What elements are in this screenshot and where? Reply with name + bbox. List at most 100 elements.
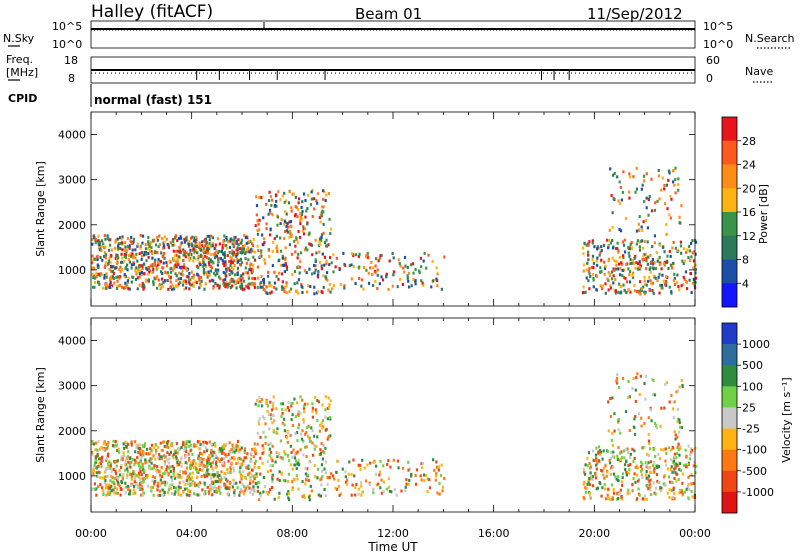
range-cell [587, 269, 590, 273]
range-cell [156, 261, 160, 265]
range-cell [307, 284, 310, 288]
range-cell [320, 214, 323, 218]
range-cell [299, 448, 302, 452]
range-cell [243, 451, 246, 455]
range-cell [599, 266, 602, 270]
range-cell [379, 486, 382, 490]
range-cell [302, 453, 305, 457]
range-cell [156, 465, 159, 469]
range-cell [215, 456, 218, 460]
range-cell [124, 468, 127, 472]
range-cell [229, 471, 232, 475]
range-cell [158, 283, 161, 287]
range-cell [270, 290, 273, 294]
range-cell [185, 454, 188, 458]
range-cell [628, 280, 632, 284]
range-cell [177, 475, 181, 479]
range-cell [266, 409, 269, 413]
range-cell [297, 208, 300, 212]
range-cell [245, 250, 249, 254]
range-cell [311, 453, 315, 457]
range-cell [256, 431, 259, 435]
range-cell [127, 450, 130, 454]
range-cell [616, 373, 619, 377]
range-cell [614, 267, 618, 271]
range-cell [137, 268, 140, 272]
range-cell [218, 474, 221, 478]
range-cell [98, 246, 101, 250]
range-cell [288, 190, 291, 194]
range-cell [650, 493, 653, 497]
range-cell [256, 286, 259, 290]
range-cell [269, 441, 272, 445]
range-cell [387, 287, 390, 291]
range-cell [300, 205, 303, 209]
range-cell [283, 429, 287, 433]
range-cell [116, 491, 119, 495]
range-cell [248, 479, 252, 483]
range-cell [172, 452, 176, 456]
range-cell [167, 488, 171, 492]
range-cell [268, 281, 271, 285]
range-cell [647, 198, 650, 202]
range-cell [633, 472, 636, 476]
range-cell [328, 282, 331, 286]
range-cell [92, 285, 95, 289]
range-cell [209, 265, 212, 269]
nave-tick-bottom: 0 [706, 72, 713, 85]
range-cell [110, 474, 113, 478]
range-cell [202, 463, 205, 467]
range-cell [320, 463, 324, 467]
range-cell [607, 238, 611, 242]
range-cell [592, 449, 595, 453]
range-cell [684, 448, 687, 452]
range-cell [110, 248, 113, 252]
range-cell [269, 488, 272, 492]
range-cell [682, 275, 685, 279]
range-cell [208, 238, 211, 242]
range-cell [620, 261, 623, 265]
range-cell [102, 448, 105, 452]
range-cell [655, 424, 658, 428]
colorbar-tick-label: 500 [742, 359, 763, 372]
nave-label: Nave [745, 65, 773, 78]
range-cell [245, 261, 248, 265]
range-cell [236, 486, 239, 490]
range-cell [141, 477, 144, 481]
range-cell [152, 280, 155, 284]
range-cell [315, 251, 318, 255]
range-cell [205, 474, 209, 478]
range-cell [94, 257, 97, 261]
range-cell [107, 452, 110, 456]
colorbar-segment [722, 323, 737, 345]
range-cell [207, 455, 210, 459]
range-cell [651, 245, 654, 249]
range-cell [115, 286, 119, 290]
range-cell [205, 441, 209, 445]
range-cell [678, 467, 681, 471]
range-cell [296, 281, 299, 285]
range-cell [316, 275, 319, 279]
range-cell [142, 453, 145, 457]
range-cell [316, 399, 319, 403]
range-cell [654, 454, 657, 458]
range-cell [294, 195, 297, 199]
range-cell [159, 287, 162, 291]
range-cell [674, 178, 677, 182]
range-cell [652, 392, 655, 396]
range-cell [240, 238, 243, 242]
range-cell [121, 475, 124, 479]
range-cell [224, 486, 227, 490]
range-cell [126, 442, 130, 446]
range-cell [222, 239, 225, 243]
range-cell [216, 471, 219, 475]
range-cell [654, 492, 657, 496]
range-cell [647, 466, 650, 470]
range-cell [350, 263, 353, 267]
range-cell [324, 446, 327, 450]
range-cell [262, 475, 265, 479]
range-cell [657, 174, 661, 178]
power-colorbar-label: Power [dB] [757, 184, 770, 244]
range-cell [240, 278, 243, 282]
range-cell [346, 478, 349, 482]
